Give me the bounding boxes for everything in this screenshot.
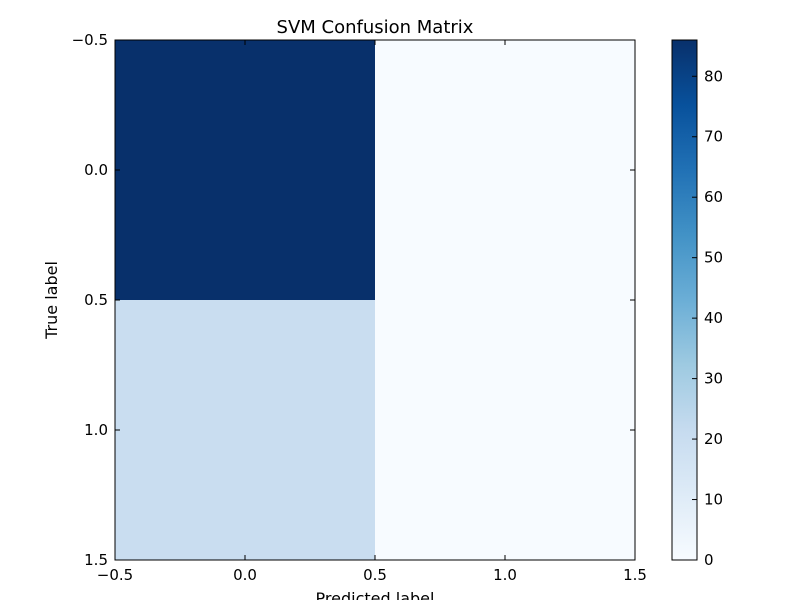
heatmap-cell-r1-c1 (375, 300, 635, 560)
colorbar-tick-label: 50 (704, 249, 723, 267)
chart-title: SVM Confusion Matrix (277, 17, 474, 38)
colorbar-tick-label: 30 (704, 370, 723, 388)
x-tick-label: −0.5 (97, 566, 133, 584)
y-tick-label: 1.5 (84, 551, 108, 569)
colorbar-tick-label: 40 (704, 309, 723, 327)
x-tick-label: 0.0 (233, 566, 257, 584)
colorbar-tick-label: 10 (704, 491, 723, 509)
heatmap-cell-r0-c1 (375, 40, 635, 300)
x-tick-label: 1.5 (623, 566, 647, 584)
colorbar-tick-label: 60 (704, 188, 723, 206)
colorbar-tick-label: 70 (704, 128, 723, 146)
y-axis-label: True label (42, 261, 61, 340)
colorbar-tick-label: 0 (704, 551, 714, 569)
y-tick-label: 0.5 (84, 291, 108, 309)
colorbar: 0 10 20 30 40 50 60 70 80 (671, 39, 723, 569)
y-tick-label: 1.0 (84, 421, 108, 439)
x-tick-label: 0.5 (363, 566, 387, 584)
y-tick-label: 0.0 (84, 161, 108, 179)
heatmap-cell-r1-c0 (115, 300, 375, 560)
y-tick-label: −0.5 (72, 31, 108, 49)
plot-area: −0.5 0.0 0.5 1.0 1.5−0.50.00.51.01.5 (72, 31, 647, 584)
colorbar-tick-label: 80 (704, 67, 723, 85)
heatmap-cell-r0-c0 (115, 40, 375, 300)
colorbar-tick-label: 20 (704, 430, 723, 448)
x-tick-label: 1.0 (493, 566, 517, 584)
x-axis-label: Predicted label (316, 589, 435, 600)
colorbar-gradient (671, 39, 698, 561)
